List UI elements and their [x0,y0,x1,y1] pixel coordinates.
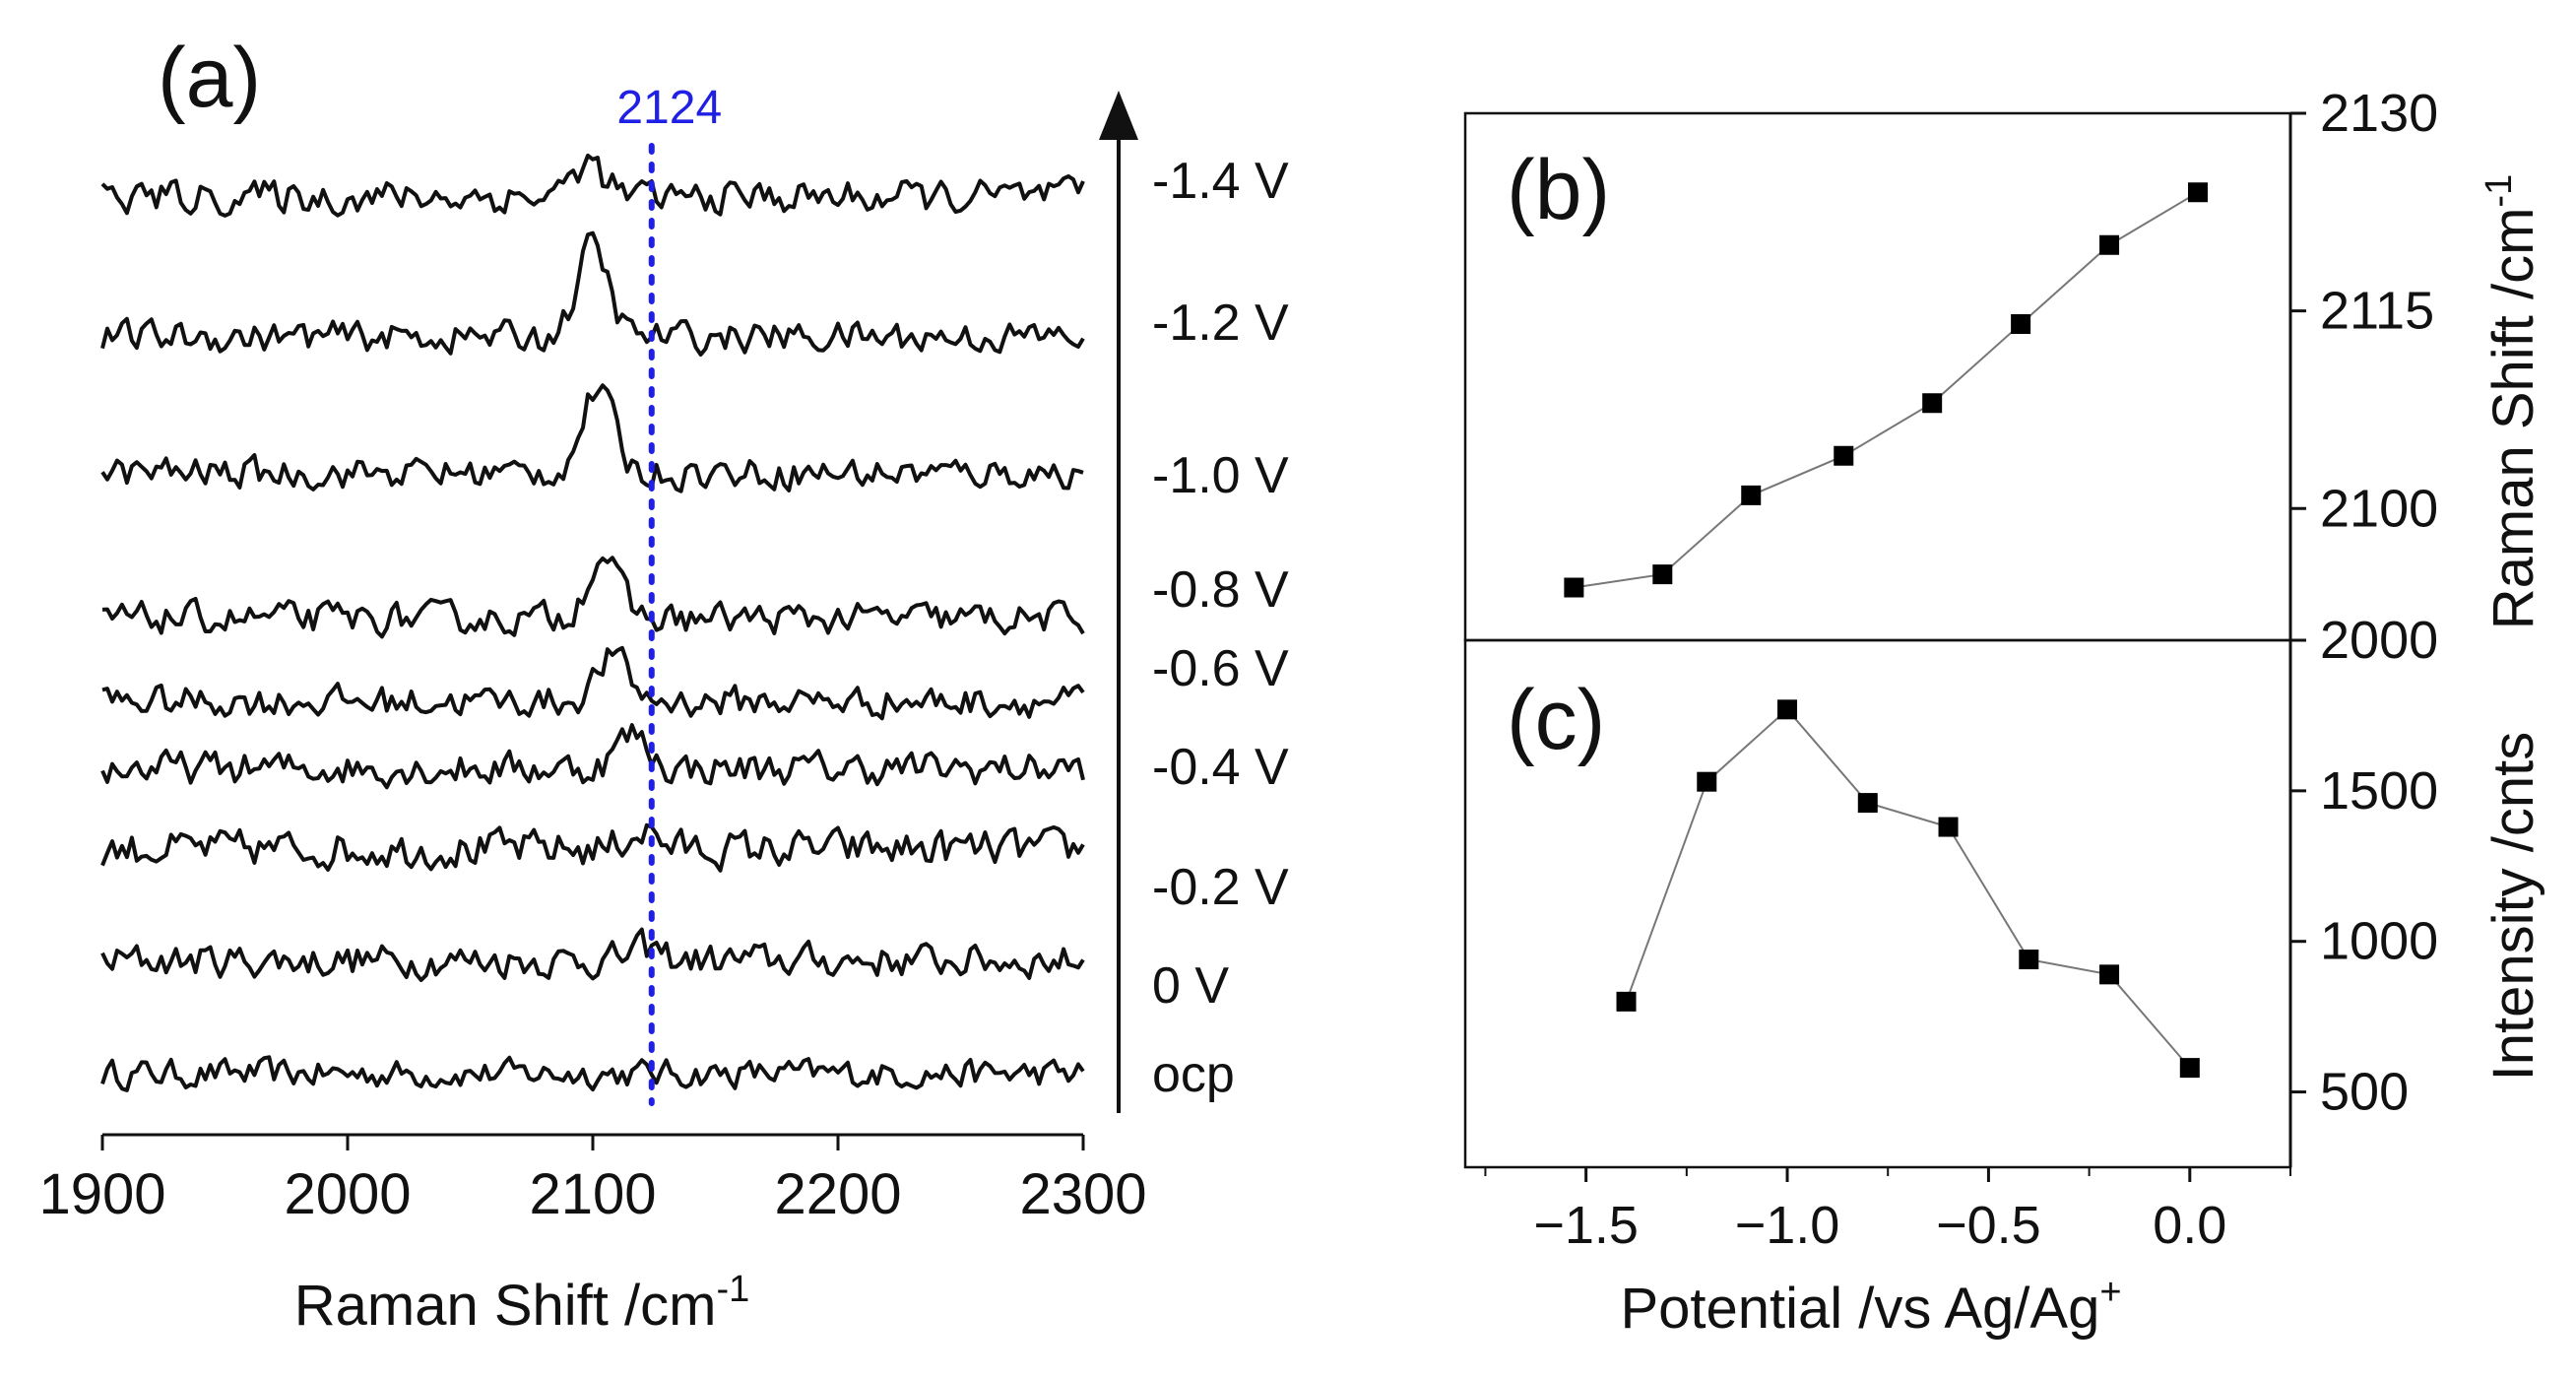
potential-label: -0.6 V [1152,640,1289,697]
y-tick-label: 2115 [2320,282,2434,341]
panel-a-label: (a) [158,31,261,125]
shift-point [1922,393,1943,414]
a-x-tick-label: 2100 [529,1162,656,1226]
shift-point [1564,577,1584,598]
panel-a: (a) 2124 ocp 0 V -0.2 V -0.4 V -0.6 V -0.8 V -… [38,31,1289,1338]
intensity-point [1777,699,1798,720]
potential-labels: ocp 0 V -0.2 V -0.4 V -0.6 V -0.8 V -1.0 V -1.2… [1152,153,1289,1103]
bc-x-tick-label: −1.5 [1533,1196,1639,1255]
panel-c-label: (c) [1507,673,1605,767]
intensity-point [2019,950,2039,970]
potential-label: -1.0 V [1152,447,1289,504]
spectrum-line [100,927,1085,982]
panels-b-c: (b) (c) 2130 2115 2100 2000 1500 1000 500 −1.… [1463,84,2545,1341]
potential-label: -0.8 V [1152,561,1289,619]
spectrum-line [100,153,1085,218]
spectrum-line [101,645,1085,721]
intensity-point [1938,817,1959,837]
y-tick-label: 1000 [2320,912,2438,971]
shared-x-title: Potential /vs Ag/Ag+ [1620,1272,2121,1341]
potential-label: -1.4 V [1152,153,1289,210]
panel-a-x-title: Raman Shift /cm-1 [294,1269,749,1338]
panel-b-y-title: Raman Shift /cm-1 [2479,174,2545,629]
panel-c-series [1616,699,2200,1079]
a-x-tick-label: 2300 [1019,1162,1146,1226]
potential-label: -0.4 V [1152,739,1289,796]
spectrum-line [100,723,1085,790]
potential-label: -0.2 V [1152,859,1289,916]
spectrum-line [100,822,1085,873]
shift-point [2011,314,2031,334]
y-tick-label: 2100 [2320,479,2438,538]
bc-x-tick-label: 0.0 [2153,1196,2226,1255]
shift-line [1574,191,2199,589]
intensity-point [1616,991,1637,1012]
potential-label: 0 V [1152,957,1229,1015]
intensity-line [1625,707,2191,1069]
panel-b-series [1564,182,2208,598]
panel-b-y-ticks: 2130 2115 2100 [2290,84,2438,538]
spectrum-line [100,230,1085,357]
y-tick-label: 1500 [2320,761,2438,821]
spectrum-line [100,383,1084,493]
panel-a-spectra [100,153,1085,1092]
a-x-tick-label: 2200 [774,1162,901,1226]
bc-x-tick-label: −1.0 [1735,1196,1840,1255]
shared-x-ticks: −1.5 −1.0 −0.5 0.0 [1484,1167,2291,1255]
panel-a-x-ticks: 1900 2000 2100 2200 2300 [38,1135,1147,1226]
spectrum-line [101,556,1085,639]
potential-label: -1.2 V [1152,295,1289,352]
shift-point [1834,445,1854,466]
intensity-point [1697,771,1717,792]
shift-point [2099,234,2120,255]
potential-arrow-head [1099,91,1138,140]
panel-b-label: (b) [1507,143,1610,237]
y-tick-label: 2130 [2320,84,2438,143]
shift-point [2187,182,2208,203]
panel-c-y-ticks: 2000 1500 1000 500 [2290,611,2438,1122]
panel-c-y-title: Intensity /cnts [2481,732,2545,1082]
intensity-point [2179,1058,2200,1079]
shift-point [1652,564,1673,585]
y-tick-label: 500 [2320,1063,2409,1122]
intensity-point [1857,793,1878,814]
y-tick-label: 2000 [2320,611,2438,670]
intensity-point [2099,964,2120,985]
a-x-tick-label: 1900 [38,1162,165,1226]
peak-marker-label: 2124 [616,82,722,134]
potential-label: ocp [1152,1046,1235,1103]
bc-x-tick-label: −0.5 [1936,1196,2041,1255]
shift-point [1741,485,1762,505]
spectrum-line [100,1055,1085,1092]
a-x-tick-label: 2000 [284,1162,411,1226]
